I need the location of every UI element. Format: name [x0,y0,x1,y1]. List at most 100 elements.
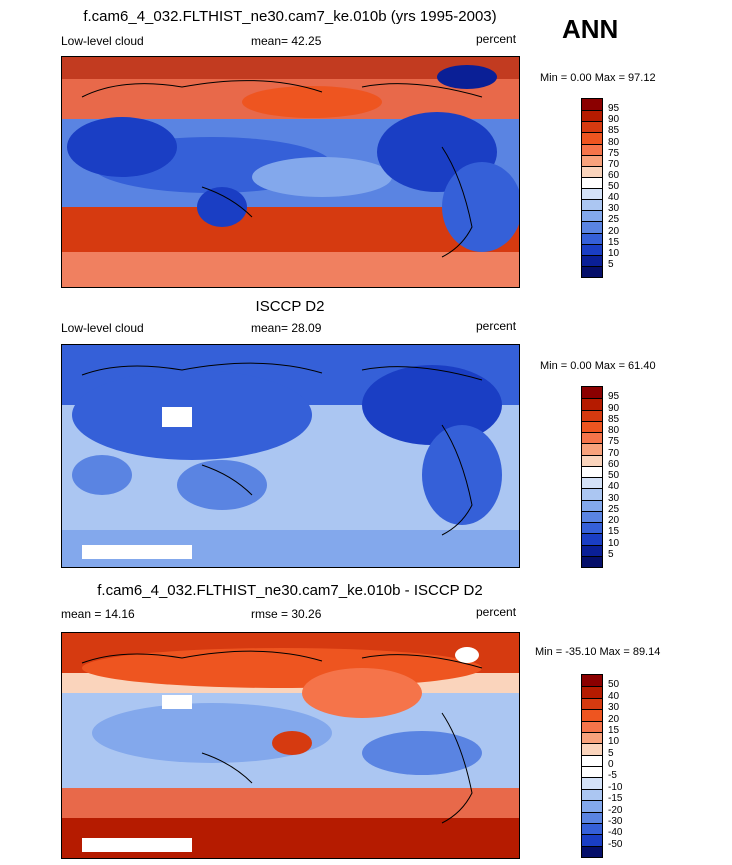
colorbar-swatch [582,533,602,545]
colorbar-swatch [582,143,602,155]
colorbar-label: 15 [608,526,620,538]
colorbar-swatch [582,420,602,432]
colorbar-swatch [582,800,602,812]
colorbar-label: -15 [608,793,623,805]
colorbar-label: 90 [608,402,620,414]
colorbar-label: 95 [608,103,620,115]
colorbar-swatch [582,544,602,556]
colorbar-swatch [582,754,602,766]
colorbar-label: 10 [608,537,620,549]
panel-3-right-label: percent [476,605,517,619]
colorbar-swatch [582,731,602,744]
colorbar-swatch [582,165,602,177]
colorbar-swatch [582,188,602,200]
colorbar-swatch [582,254,602,266]
colorbar-swatch [582,121,602,133]
panel-1-center-label: mean= 42.25 [251,34,322,48]
colorbar-label: 5 [608,747,614,759]
colorbar-label: 85 [608,413,620,425]
colorbar-swatch [582,243,602,255]
colorbar-label: -40 [608,827,623,839]
colorbar-swatch [582,720,602,732]
colorbar-swatch [582,443,602,455]
season-label: ANN [562,14,619,44]
colorbar-swatch [582,697,602,710]
colorbar-swatch [582,176,602,188]
colorbar-label: 20 [608,713,620,725]
colorbar-label: 95 [608,391,620,403]
colorbar-swatch [582,675,602,687]
colorbar-swatch [582,232,602,244]
colorbar-swatch [582,822,602,835]
colorbar-swatch [582,132,602,144]
panel-3-title: f.cam6_4_032.FLTHIST_ne30.cam7_ke.010b -… [97,582,483,599]
colorbar-swatch [582,199,602,211]
colorbar-label: 85 [608,125,620,137]
colorbar-swatch [582,477,602,489]
panel-2-right-label: percent [476,319,517,333]
colorbar-swatch [582,221,602,233]
colorbar-swatch [582,555,602,567]
colorbar-swatch [582,777,602,789]
colorbar-swatch [582,454,602,466]
colorbar-swatch [582,465,602,477]
colorbar-label: 80 [608,136,620,148]
panel-1-minmax: Min = 0.00 Max = 97.12 [540,72,656,84]
colorbar-label: 20 [608,515,620,526]
colorbar-label: 15 [608,724,620,736]
colorbar-label: 40 [608,192,620,204]
colorbar-label: 90 [608,114,620,126]
colorbar-label: 10 [608,736,620,748]
colorbar-label: 70 [608,158,620,170]
panel-2-minmax: Min = 0.00 Max = 61.40 [540,360,656,372]
panel-3-map [61,632,520,859]
colorbar-label: -5 [608,770,617,782]
panel-3-center-label: rmse = 30.26 [251,607,322,621]
panel-3-colorbar [581,674,603,858]
colorbar-label: 70 [608,447,620,459]
panel-1-left-label: Low-level cloud [61,34,144,48]
colorbar-swatch [582,709,602,721]
panel-1-colorbar [581,98,603,278]
colorbar-label: -20 [608,804,623,816]
colorbar-swatch [582,522,602,534]
colorbar-swatch [582,788,602,801]
colorbar-label: 75 [608,436,620,448]
colorbar-swatch [582,743,602,755]
colorbar-label: 50 [608,181,620,192]
colorbar-label: 30 [608,492,620,504]
colorbar-label: 50 [608,679,620,691]
colorbar-label: 30 [608,702,620,714]
colorbar-swatch [582,845,602,857]
colorbar-swatch [582,488,602,500]
colorbar-label: 40 [608,481,620,493]
colorbar-label: 5 [608,548,614,560]
colorbar-swatch [582,834,602,846]
colorbar-label: 75 [608,147,620,159]
colorbar-label: 80 [608,425,620,436]
colorbar-label: -50 [608,838,623,850]
colorbar-swatch [582,99,602,111]
colorbar-label: 60 [608,169,620,181]
colorbar-swatch [582,432,602,444]
colorbar-label: 30 [608,203,620,215]
colorbar-swatch [582,766,602,778]
colorbar-swatch [582,210,602,222]
colorbar-label: 10 [608,247,620,259]
panel-2-map [61,344,520,568]
colorbar-label: 25 [608,214,620,226]
colorbar-swatch [582,398,602,410]
colorbar-swatch [582,387,602,399]
colorbar-label: 25 [608,503,620,515]
panel-1-right-label: percent [476,32,517,46]
colorbar-label: -10 [608,781,623,793]
panel-2-colorbar [581,386,603,568]
colorbar-label: 40 [608,690,620,702]
panel-2-center-label: mean= 28.09 [251,321,322,335]
panel-2-title: ISCCP D2 [255,298,325,315]
colorbar-label: 60 [608,458,620,470]
panel-2-left-label: Low-level cloud [61,321,144,335]
colorbar-swatch [582,499,602,511]
colorbar-label: 5 [608,258,614,270]
colorbar-swatch [582,686,602,698]
